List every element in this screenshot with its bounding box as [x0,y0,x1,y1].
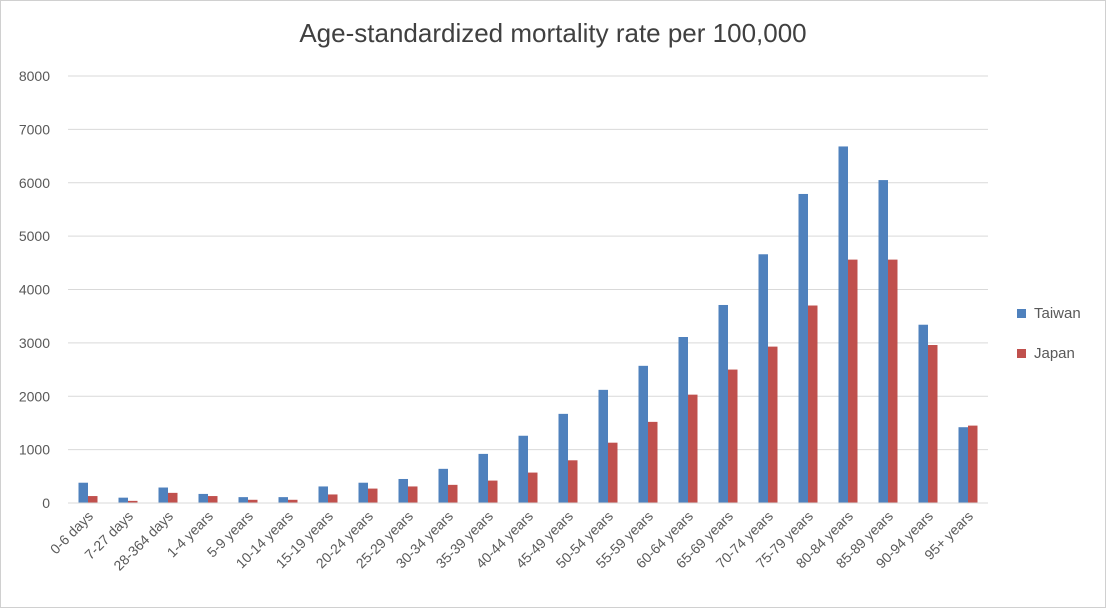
bar-taiwan [518,435,528,503]
y-tick-label: 0 [42,495,50,511]
gridlines [68,75,988,451]
legend: Taiwan Japan [1017,302,1081,382]
bar-japan [608,442,618,503]
legend-swatch-taiwan [1017,308,1026,318]
bar-japan [408,486,418,503]
bar-series [78,146,978,504]
bar-japan [808,305,818,503]
bar-taiwan [638,365,648,503]
bar-taiwan [78,482,88,503]
bar-taiwan [478,453,488,503]
legend-swatch-japan [1017,348,1026,358]
legend-item-japan: Japan [1017,342,1081,364]
bar-japan [168,492,178,503]
bar-japan [88,496,98,503]
y-axis-tick-labels: 0 1000 2000 3000 4000 5000 6000 7000 8000 [19,68,50,511]
bar-japan [488,480,498,503]
bar-taiwan [958,427,968,503]
bar-taiwan [318,486,328,503]
bar-japan [688,394,698,503]
bar-taiwan [918,324,928,503]
bar-japan [128,500,138,503]
y-tick-label: 6000 [19,175,50,191]
bar-japan [368,488,378,503]
bar-taiwan [198,493,208,503]
y-tick-label: 5000 [19,228,50,244]
y-tick-label: 7000 [19,121,50,137]
bar-taiwan [438,468,448,503]
bar-taiwan [398,478,408,503]
bar-japan [328,494,338,503]
bar-taiwan [878,180,888,504]
legend-item-taiwan: Taiwan [1017,302,1081,324]
bar-japan [568,460,578,503]
bar-japan [208,496,218,503]
bar-japan [928,345,938,503]
bar-japan [528,472,538,503]
y-tick-label: 4000 [19,282,50,298]
y-tick-label: 8000 [19,68,50,84]
bar-japan [288,499,298,503]
bar-taiwan [798,193,808,504]
bar-taiwan [838,146,848,503]
bar-japan [648,421,658,503]
bar-taiwan [758,254,768,503]
bar-japan [888,259,898,503]
bar-taiwan [598,389,608,503]
bar-taiwan [118,497,128,503]
bar-japan [248,499,258,503]
bar-taiwan [238,497,248,503]
y-tick-label: 2000 [19,388,50,404]
bar-japan [728,369,738,503]
legend-label-taiwan: Taiwan [1034,304,1081,322]
bar-taiwan [558,413,568,503]
bar-taiwan [158,487,168,503]
chart-title: Age-standardized mortality rate per 100,… [299,18,807,48]
bar-taiwan [678,337,688,503]
bar-taiwan [278,497,288,503]
y-tick-label: 1000 [19,442,50,458]
bar-japan [968,425,978,503]
bar-japan [448,484,458,503]
bar-taiwan [358,482,368,503]
bar-japan [768,346,778,503]
legend-label-japan: Japan [1034,344,1075,362]
bar-taiwan [718,304,728,503]
bar-japan [848,259,858,503]
y-tick-label: 3000 [19,335,50,351]
